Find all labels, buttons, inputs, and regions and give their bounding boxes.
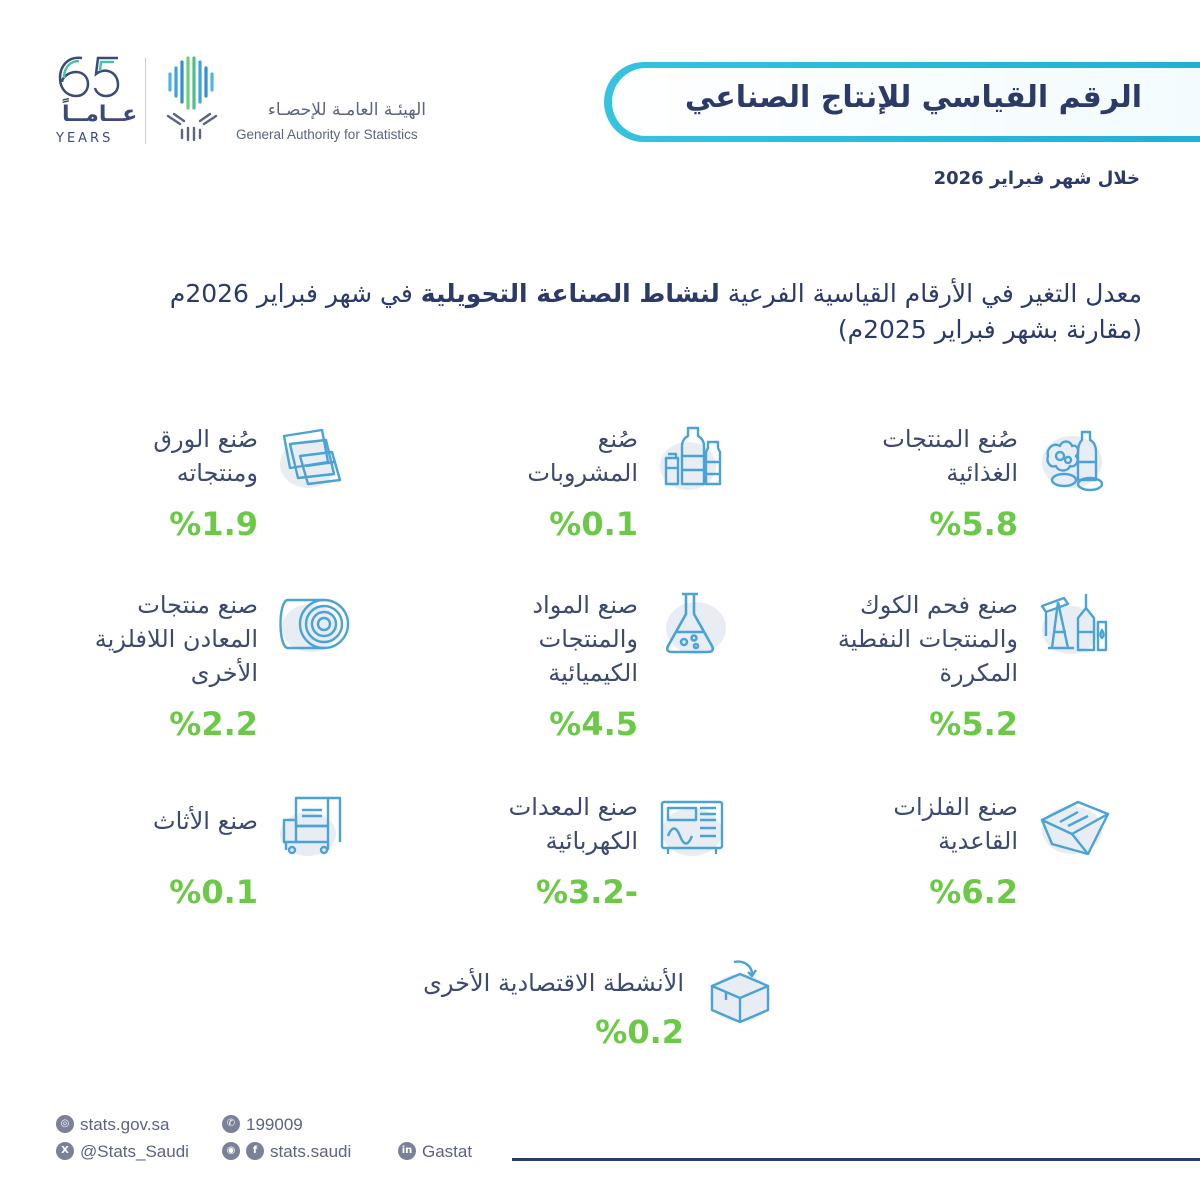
label-line: الأنشطة الاقتصادية الأخرى bbox=[423, 969, 684, 997]
linkedin-icon: in bbox=[398, 1142, 416, 1160]
gastat-name-english: General Authority for Statistics bbox=[236, 127, 418, 142]
phone-icon: ✆ bbox=[222, 1115, 240, 1133]
activity-label: صنع المواد والمنتجات الكيميائية bbox=[532, 588, 638, 690]
label-line: الكيميائية bbox=[548, 659, 638, 688]
linkedin-text[interactable]: Gastat bbox=[422, 1141, 473, 1161]
website-text[interactable]: stats.gov.sa bbox=[80, 1114, 170, 1134]
metal-ingot-icon bbox=[1040, 800, 1110, 856]
activity-label: صنع منتجات المعادن اللافلزية الأخرى bbox=[95, 588, 258, 690]
activity-label: الأنشطة الاقتصادية الأخرى bbox=[423, 966, 684, 1000]
armchair-icon bbox=[280, 796, 342, 856]
heading-line-1: معدل التغير في الأرقام القياسية الفرعية … bbox=[52, 276, 1142, 312]
gastat-logo-icon bbox=[166, 56, 218, 142]
logo-divider bbox=[145, 58, 146, 144]
footer-divider bbox=[512, 1158, 1200, 1161]
activity-label: صنع المعدات الكهربائية bbox=[509, 790, 638, 858]
title-banner-inner bbox=[612, 68, 1200, 136]
footer-social[interactable]: ◉ f stats.saudi bbox=[222, 1142, 351, 1160]
flask-icon bbox=[665, 592, 726, 654]
activity-chemicals: صنع المواد والمنتجات الكيميائية %4.5 bbox=[410, 588, 730, 740]
globe-icon: ◎ bbox=[56, 1115, 74, 1133]
food-icon bbox=[1042, 430, 1104, 492]
label-line: صنع منتجات bbox=[137, 591, 258, 619]
x-icon: X bbox=[56, 1142, 74, 1160]
label-line: الأخرى bbox=[190, 659, 258, 688]
label-line: الكهربائية bbox=[545, 827, 638, 856]
footer-phone[interactable]: ✆ 199009 bbox=[222, 1115, 303, 1133]
label-line: المكررة bbox=[939, 659, 1018, 688]
heading-part-1: معدل التغير في الأرقام القياسية الفرعية bbox=[719, 279, 1142, 308]
65-years-logo: عــامــاً YEARS bbox=[48, 52, 138, 152]
activity-basic-metals: صنع الفلزات القاعدية %6.2 bbox=[790, 790, 1110, 930]
label-line: صنع المعدات bbox=[508, 793, 638, 821]
activity-value: %4.5 bbox=[549, 705, 638, 743]
phone-text[interactable]: 199009 bbox=[246, 1114, 303, 1134]
label-line: صنع الأثاث bbox=[153, 807, 258, 835]
label-line: الغذائية bbox=[946, 459, 1018, 488]
heading-part-3: في شهر فبراير 2026م bbox=[169, 279, 421, 308]
footer-website[interactable]: ◎ stats.gov.sa bbox=[56, 1115, 169, 1133]
activity-value: %1.9 bbox=[169, 505, 258, 543]
activity-value: %0.2 bbox=[595, 1013, 684, 1051]
activity-value: %0.1 bbox=[549, 505, 638, 543]
activity-label: صُنع المنتجات الغذائية bbox=[882, 422, 1018, 490]
activity-paper: صُنع الورق ومنتجاته %1.9 bbox=[30, 422, 350, 562]
65-years-label: YEARS bbox=[56, 131, 114, 146]
label-line: ومنتجاته bbox=[176, 459, 258, 488]
footer-linkedin[interactable]: in Gastat bbox=[398, 1142, 472, 1160]
activity-value: %0.1 bbox=[169, 873, 258, 911]
x-handle-text[interactable]: @Stats_Saudi bbox=[80, 1141, 189, 1161]
instagram-icon: ◉ bbox=[222, 1142, 240, 1160]
title-banner: الرقم القياسي للإنتاج الصناعي bbox=[604, 62, 1200, 142]
roll-icon bbox=[279, 598, 350, 652]
label-line: القاعدية bbox=[938, 827, 1018, 856]
box-icon bbox=[710, 960, 770, 1024]
bottles-icon bbox=[660, 426, 722, 490]
footer-x[interactable]: X @Stats_Saudi bbox=[56, 1142, 189, 1160]
activity-coke-refined: صنع فحم الكوك والمنتجات النفطية المكررة … bbox=[790, 588, 1110, 740]
social-handle-text[interactable]: stats.saudi bbox=[270, 1141, 352, 1161]
label-line: صُنع الورق bbox=[153, 425, 258, 453]
label-line: والمنتجات النفطية bbox=[837, 625, 1018, 654]
65-number-mark bbox=[58, 56, 120, 98]
activity-value: %6.2 bbox=[929, 873, 1018, 911]
period-label: خلال شهر فبراير 2026 bbox=[933, 168, 1140, 189]
activity-label: صنع الأثاث bbox=[153, 804, 258, 838]
activity-label: صنع الفلزات القاعدية bbox=[893, 790, 1018, 858]
label-line: صُنع bbox=[597, 425, 638, 453]
activity-value: %2.2 bbox=[169, 705, 258, 743]
activity-non-metallic: صنع منتجات المعادن اللافلزية الأخرى %2.2 bbox=[30, 588, 350, 740]
activity-label: صُنع الورق ومنتجاته bbox=[153, 422, 258, 490]
oil-pump-icon bbox=[1040, 594, 1108, 654]
activity-label: صنع فحم الكوك والمنتجات النفطية المكررة bbox=[838, 588, 1018, 690]
activity-value: %5.8 bbox=[929, 505, 1018, 543]
gastat-name-arabic: الهيئـة العامـة للإحصـاء bbox=[267, 100, 426, 120]
65-years-arabic: عــامــاً bbox=[62, 102, 138, 127]
label-line: صُنع المنتجات bbox=[882, 425, 1018, 453]
label-line: صنع المواد bbox=[532, 591, 638, 619]
label-line: صنع فحم الكوك bbox=[859, 591, 1018, 619]
label-line: المعادن اللافلزية bbox=[94, 625, 258, 654]
activity-other: الأنشطة الاقتصادية الأخرى %0.2 bbox=[336, 958, 776, 1098]
paper-icon bbox=[280, 428, 342, 488]
section-heading: معدل التغير في الأرقام القياسية الفرعية … bbox=[52, 276, 1142, 349]
activity-food-products: صُنع المنتجات الغذائية %5.8 bbox=[790, 422, 1110, 562]
activity-furniture: صنع الأثاث %0.1 bbox=[30, 790, 350, 930]
page-title: الرقم القياسي للإنتاج الصناعي bbox=[684, 80, 1142, 115]
heading-part-2: لنشاط الصناعة التحويلية bbox=[420, 279, 720, 308]
label-line: المشروبات bbox=[527, 459, 638, 488]
label-line: والمنتجات bbox=[538, 625, 638, 654]
electrical-equipment-icon bbox=[660, 800, 724, 856]
activity-beverages: صُنع المشروبات %0.1 bbox=[410, 422, 730, 562]
facebook-icon: f bbox=[246, 1142, 264, 1160]
activity-value: -%3.2 bbox=[535, 873, 638, 911]
label-line: صنع الفلزات bbox=[893, 793, 1018, 821]
activity-electrical: صنع المعدات الكهربائية -%3.2 bbox=[410, 790, 730, 930]
activity-label: صُنع المشروبات bbox=[527, 422, 638, 490]
heading-line-2: (مقارنة بشهر فبراير 2025م) bbox=[837, 315, 1142, 345]
activity-value: %5.2 bbox=[929, 705, 1018, 743]
